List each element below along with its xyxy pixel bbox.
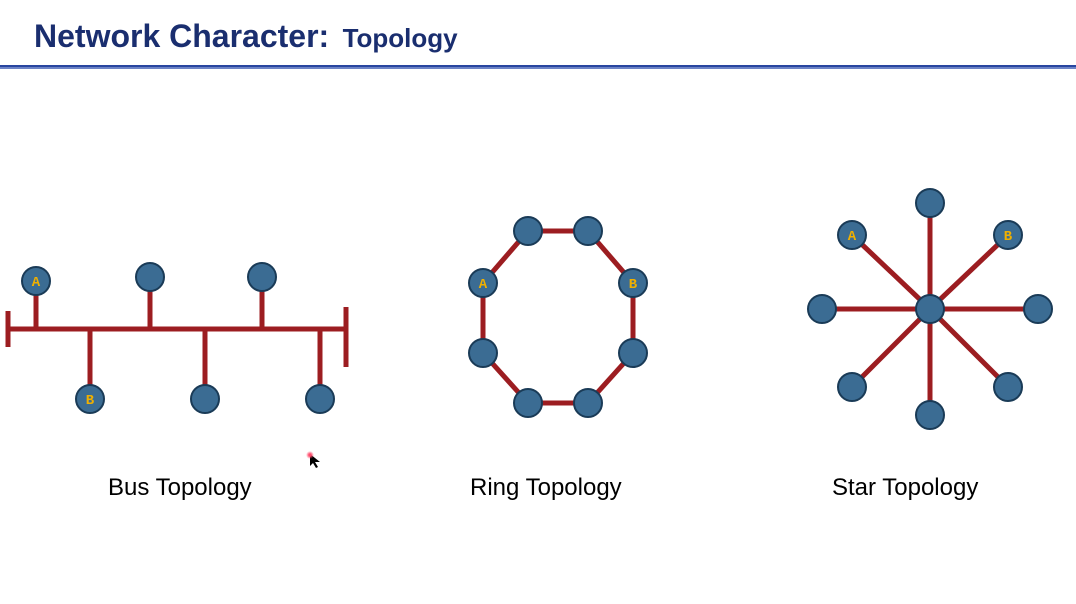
topology-node [574,389,602,417]
bus-caption: Bus Topology [108,474,252,502]
node-label: A [848,229,857,245]
topology-node [191,385,219,413]
node-label: A [479,277,488,293]
topology-node [469,339,497,367]
bus-topology-diagram: AB [0,199,360,459]
topology-node [248,263,276,291]
topology-node [808,295,836,323]
page-title: Network Character: Topology [0,0,1076,55]
node-label: A [32,275,41,291]
topology-node [619,339,647,367]
topology-edge [852,235,930,309]
node-label: B [86,393,95,409]
topology-edge [930,309,1008,387]
topology-node [838,373,866,401]
diagram-stage: AB BA BA Bus Topology Ring Topology Star… [0,69,1076,589]
topology-edge [930,235,1008,309]
title-main: Network Character: [34,18,329,54]
topology-node [994,373,1022,401]
star-caption: Star Topology [832,474,978,502]
topology-node [916,401,944,429]
topology-edge [852,309,930,387]
ring-caption: Ring Topology [470,474,622,502]
topology-node [514,217,542,245]
topology-node [916,295,944,323]
topology-node [136,263,164,291]
node-label: B [629,277,638,293]
ring-topology-diagram: BA [420,189,680,469]
topology-node [514,389,542,417]
title-sub: Topology [343,23,458,53]
topology-node [306,385,334,413]
node-label: B [1004,229,1013,245]
topology-node [574,217,602,245]
star-topology-diagram: BA [760,149,1060,469]
topology-node [1024,295,1052,323]
topology-node [916,189,944,217]
